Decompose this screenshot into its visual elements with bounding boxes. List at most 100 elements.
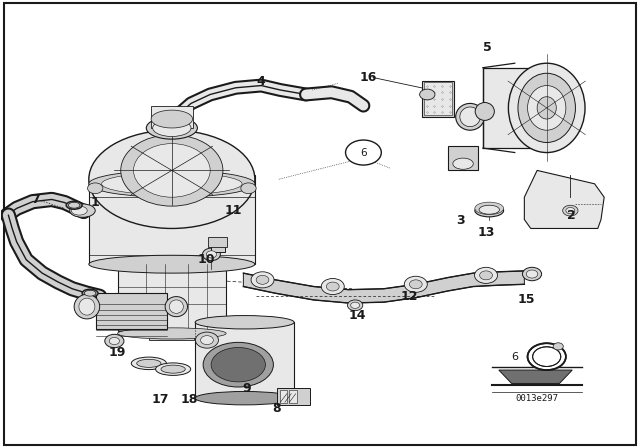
Circle shape: [105, 334, 124, 348]
Ellipse shape: [153, 120, 191, 137]
Ellipse shape: [460, 107, 480, 127]
Circle shape: [326, 282, 339, 291]
Bar: [211, 238, 225, 252]
Text: 4: 4: [257, 74, 266, 88]
Ellipse shape: [70, 204, 95, 217]
Ellipse shape: [156, 363, 191, 375]
Ellipse shape: [475, 204, 504, 217]
Circle shape: [346, 140, 381, 165]
Circle shape: [420, 89, 435, 100]
Ellipse shape: [102, 172, 242, 195]
Ellipse shape: [211, 348, 266, 382]
Circle shape: [410, 280, 422, 289]
Circle shape: [527, 343, 566, 370]
Ellipse shape: [66, 201, 82, 209]
Circle shape: [256, 276, 269, 284]
Bar: [97, 293, 167, 329]
Circle shape: [479, 271, 492, 280]
Circle shape: [474, 267, 497, 284]
Ellipse shape: [479, 205, 499, 214]
Ellipse shape: [84, 290, 96, 296]
Circle shape: [134, 144, 210, 197]
Circle shape: [251, 272, 274, 288]
Circle shape: [553, 343, 563, 350]
Bar: [289, 390, 297, 403]
Text: 1: 1: [91, 196, 100, 209]
Text: 8: 8: [272, 401, 281, 414]
Ellipse shape: [82, 289, 98, 297]
Ellipse shape: [118, 328, 226, 339]
Text: 13: 13: [477, 226, 495, 239]
Text: 16: 16: [359, 71, 376, 84]
Bar: [276, 388, 310, 405]
Bar: [483, 68, 559, 148]
Circle shape: [241, 183, 256, 194]
Circle shape: [321, 279, 344, 295]
Circle shape: [195, 332, 218, 348]
Ellipse shape: [203, 342, 273, 387]
Text: 6: 6: [360, 147, 367, 158]
Polygon shape: [243, 271, 524, 303]
Ellipse shape: [71, 206, 87, 215]
Ellipse shape: [89, 170, 255, 197]
Text: 10: 10: [198, 253, 215, 266]
Ellipse shape: [518, 73, 575, 142]
Circle shape: [202, 248, 220, 261]
Text: 18: 18: [180, 392, 198, 405]
Ellipse shape: [89, 130, 255, 228]
Polygon shape: [524, 170, 604, 228]
Bar: [150, 330, 194, 340]
Circle shape: [206, 251, 216, 258]
Text: 6: 6: [511, 352, 518, 362]
Circle shape: [351, 302, 360, 308]
Text: 9: 9: [243, 382, 251, 395]
Ellipse shape: [151, 110, 193, 128]
Text: 12: 12: [401, 290, 418, 303]
Circle shape: [348, 300, 363, 310]
Circle shape: [200, 336, 213, 345]
Text: 17: 17: [152, 392, 169, 405]
Circle shape: [121, 135, 223, 206]
Text: 0013e297: 0013e297: [516, 394, 559, 403]
Text: 11: 11: [225, 204, 243, 217]
Ellipse shape: [537, 97, 556, 119]
Text: 14: 14: [348, 309, 366, 322]
Ellipse shape: [475, 202, 504, 215]
Polygon shape: [499, 370, 572, 383]
Ellipse shape: [508, 63, 585, 152]
Ellipse shape: [475, 103, 494, 121]
Bar: [118, 262, 226, 331]
Bar: [195, 322, 294, 398]
Circle shape: [532, 347, 561, 366]
Bar: [208, 237, 227, 247]
Circle shape: [526, 270, 538, 278]
Ellipse shape: [137, 359, 161, 367]
Ellipse shape: [74, 294, 100, 319]
Ellipse shape: [456, 103, 484, 130]
Text: 3: 3: [456, 214, 465, 227]
Text: 15: 15: [518, 293, 535, 306]
Text: 19: 19: [108, 346, 125, 359]
Ellipse shape: [527, 86, 566, 130]
Ellipse shape: [79, 298, 95, 315]
Circle shape: [109, 337, 120, 345]
Text: 5: 5: [483, 41, 492, 54]
Bar: [152, 106, 193, 128]
Ellipse shape: [195, 392, 294, 405]
Circle shape: [88, 183, 103, 194]
Ellipse shape: [131, 357, 166, 370]
Ellipse shape: [161, 365, 185, 373]
Bar: [89, 175, 255, 264]
Text: 2: 2: [566, 210, 575, 223]
Bar: [422, 81, 454, 117]
Ellipse shape: [147, 117, 197, 139]
Ellipse shape: [170, 300, 183, 313]
Text: 7: 7: [31, 193, 40, 206]
Bar: [424, 82, 452, 116]
Ellipse shape: [165, 297, 188, 317]
Circle shape: [522, 267, 541, 281]
Ellipse shape: [453, 158, 473, 169]
Circle shape: [404, 276, 428, 293]
Bar: [448, 146, 478, 170]
Circle shape: [566, 207, 575, 214]
